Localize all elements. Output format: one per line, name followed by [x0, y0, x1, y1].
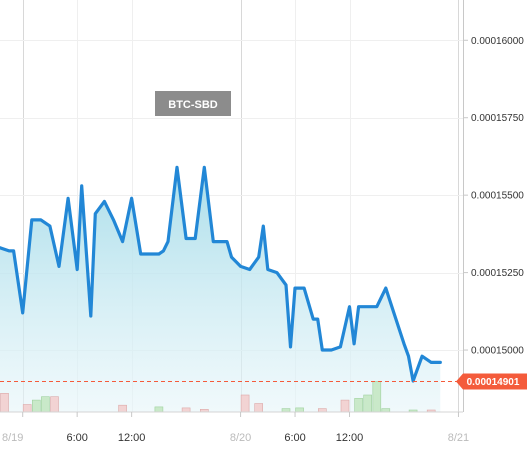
volume-bar [50, 396, 59, 413]
volume-bar [154, 406, 164, 413]
volume-bar [254, 403, 263, 413]
volume-bar [22, 404, 32, 413]
volume-bar [0, 392, 9, 413]
x-tick-label: 8/19 [2, 432, 23, 444]
x-tick-label: 12:00 [336, 432, 364, 444]
volume-bar [181, 407, 191, 413]
volume-bar [340, 399, 350, 413]
x-tick-label: 6:00 [284, 432, 305, 444]
volume-bar [354, 398, 363, 413]
line-layer [0, 165, 442, 383]
volume-bar [381, 408, 391, 413]
volume-bar [295, 407, 304, 413]
x-tick-label: 6:00 [66, 432, 87, 444]
volume-bar [317, 408, 327, 413]
price-line [0, 165, 442, 383]
volume-bar [240, 394, 250, 413]
volume-bar [363, 394, 373, 413]
x-tick-label: 8/21 [448, 432, 469, 444]
volume-bar [31, 399, 41, 413]
volume-bar [372, 381, 382, 413]
y-axis: 0.00015000 0.00015250 0.00015500 0.00015750… [463, 36, 524, 357]
volume-bar [118, 404, 127, 413]
last-price-badge-shape [456, 373, 527, 390]
y-tick-label: 0.00016000 [471, 36, 524, 47]
pair-label-text: BTC-SBD [168, 99, 218, 111]
y-tick-label: 0.00015500 [471, 191, 524, 202]
last-price-badge: 0.00014901 [456, 373, 527, 390]
x-axis: 8/19 6:00 12:00 8/20 6:00 12:00 8/21 [2, 412, 469, 444]
pair-label: BTC-SBD [155, 91, 231, 116]
volume-bar [281, 408, 291, 413]
y-tick-label: 0.00015000 [471, 346, 524, 357]
y-tick-label: 0.00015250 [471, 268, 524, 279]
y-tick-label: 0.00015750 [471, 113, 524, 124]
pair-label-background [155, 91, 231, 116]
x-tick-label: 8/20 [230, 432, 251, 444]
volume-bar [41, 396, 50, 413]
last-price-badge-text: 0.00014901 [467, 377, 520, 388]
x-tick-label: 12:00 [118, 432, 146, 444]
